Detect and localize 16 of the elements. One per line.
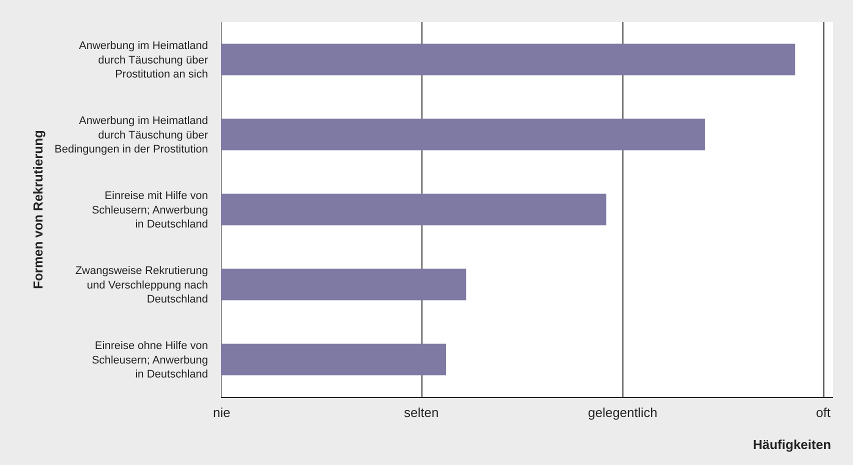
bar <box>221 118 705 150</box>
bar <box>221 268 466 300</box>
ref-line-label: selten <box>404 405 439 420</box>
y-tick-label: Zwangsweise Rekrutierung und Verschleppung nach Deutschland <box>75 265 208 306</box>
y-tick-label: Einreise ohne Hilfe von Schleusern; Anwerbung in Deutschland <box>92 340 208 381</box>
y-tick-label: Anwerbung im Heimatland durch Täuschung über Bedingungen in der Prostitution <box>54 115 208 156</box>
y-tick-label: Anwerbung im Heimatland durch Täuschung über Prostitution an sich <box>78 40 208 81</box>
bar <box>221 194 606 226</box>
y-tick-label: Einreise mit Hilfe von Schleusern; Anwerbung in Deutschland <box>92 190 208 231</box>
bar <box>221 344 446 376</box>
x-axis-title: Häufigkeiten <box>753 437 832 452</box>
y-axis-title: Formen von Rekrutierung <box>30 130 46 289</box>
ref-line-label: gelegentlich <box>588 405 658 420</box>
bar <box>221 44 796 76</box>
ref-line-label: oft <box>816 405 831 420</box>
ref-line-label: nie <box>213 405 230 420</box>
